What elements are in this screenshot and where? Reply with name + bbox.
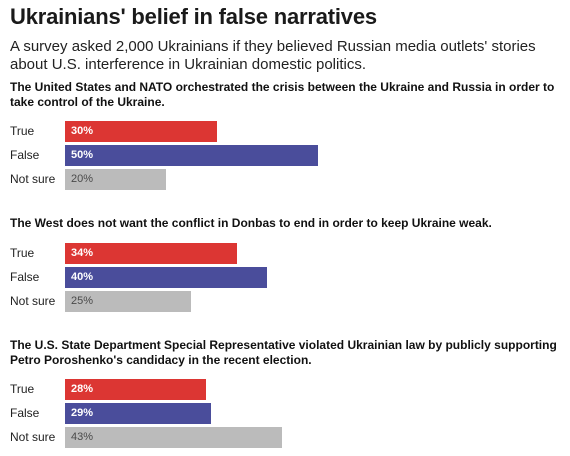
category-label: True (10, 382, 35, 396)
chart-2-question: The West does not want the conflict in D… (10, 216, 492, 230)
bar-not-sure (65, 291, 191, 312)
chart-3-row-false: False 29% (10, 403, 562, 424)
chart-2-row-true: True 34% (10, 243, 562, 264)
bar-true (65, 243, 237, 264)
bar-false (65, 267, 267, 288)
bar-false (65, 145, 318, 166)
data-label: 29% (71, 407, 94, 419)
chart-subtitle: A survey asked 2,000 Ukrainians if they … (10, 38, 536, 73)
chart-3-question: The U.S. State Department Special Repres… (10, 338, 557, 367)
chart-2-row-false: False 40% (10, 267, 562, 288)
chart-1-question: The United States and NATO orchestrated … (10, 80, 555, 109)
bar-not-sure (65, 427, 282, 448)
chart-1: The United States and NATO orchestrated … (10, 80, 562, 190)
data-label: 25% (71, 295, 94, 307)
chart-1-row-not-sure: Not sure 20% (10, 169, 562, 190)
category-label: True (10, 246, 35, 260)
category-label: True (10, 124, 35, 138)
chart-1-row-false: False 50% (10, 145, 562, 166)
chart-1-row-true: True 30% (10, 121, 562, 142)
data-label: 30% (71, 125, 94, 137)
data-label: 20% (71, 173, 94, 185)
data-label: 34% (71, 247, 94, 259)
bar-false (65, 403, 211, 424)
bar-not-sure (65, 169, 166, 190)
chart-2-row-not-sure: Not sure 25% (10, 291, 562, 312)
bar-true (65, 121, 217, 142)
chart-3-row-true: True 28% (10, 379, 562, 400)
chart-3: The U.S. State Department Special Repres… (10, 338, 562, 448)
category-label: False (10, 406, 40, 420)
category-label: Not sure (10, 172, 56, 186)
chart-title: Ukrainians' belief in false narratives (10, 4, 377, 29)
chart-2: The West does not want the conflict in D… (10, 216, 562, 312)
data-label: 43% (71, 431, 94, 443)
bar-true (65, 379, 206, 400)
data-label: 40% (71, 271, 94, 283)
data-label: 28% (71, 383, 94, 395)
category-label: Not sure (10, 294, 56, 308)
chart-3-row-not-sure: Not sure 43% (10, 427, 562, 448)
category-label: Not sure (10, 430, 56, 444)
category-label: False (10, 270, 40, 284)
data-label: 50% (71, 149, 94, 161)
category-label: False (10, 148, 40, 162)
